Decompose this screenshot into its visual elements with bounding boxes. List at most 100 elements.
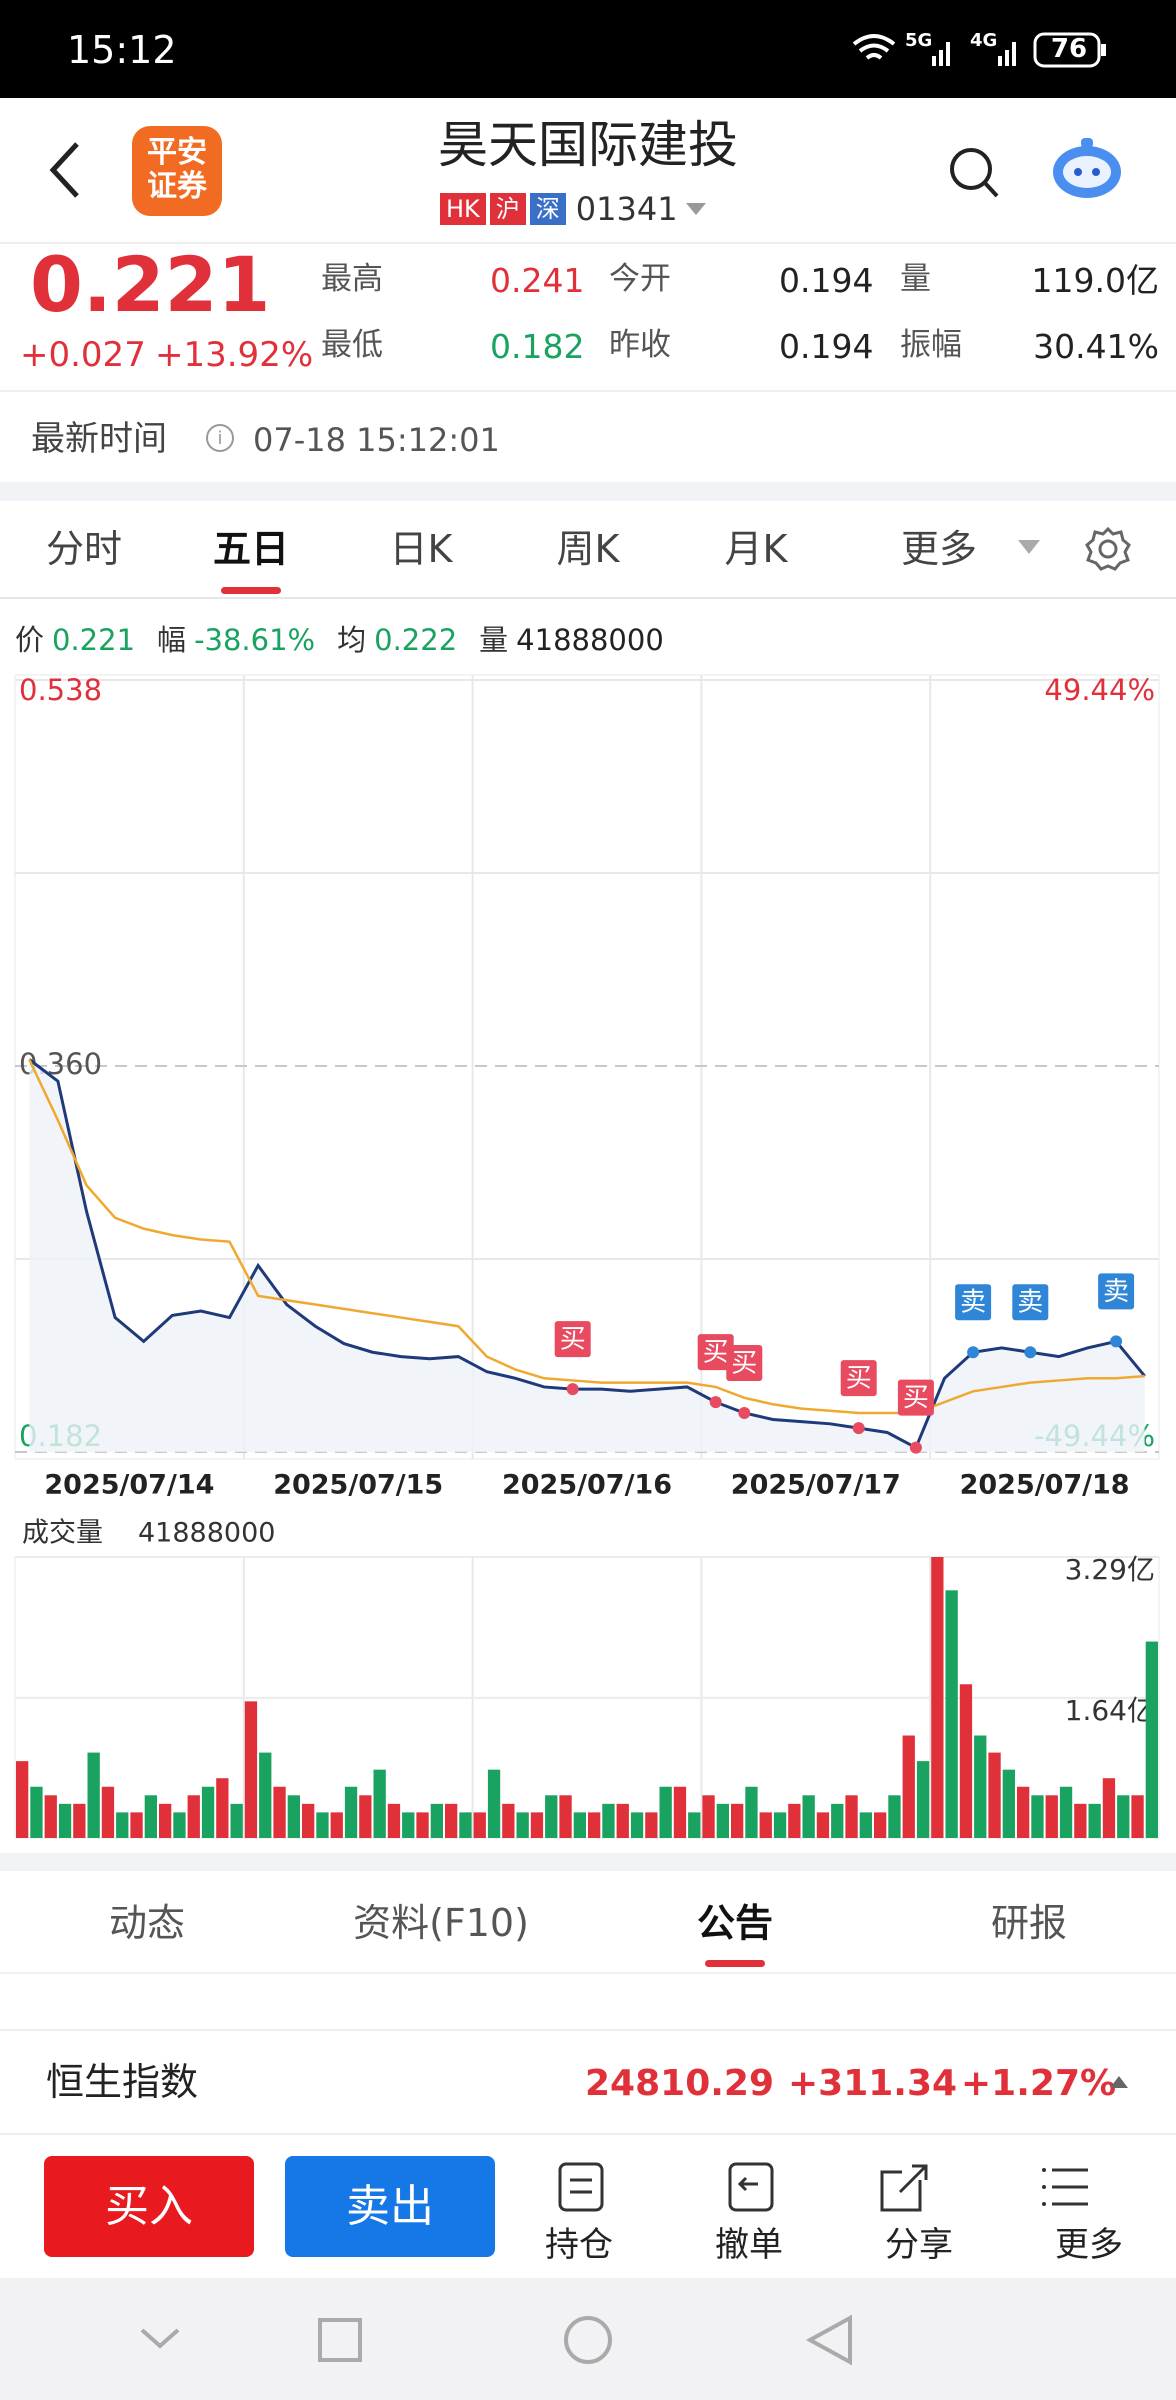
chart-tab[interactable]: 五日: [212, 527, 289, 571]
volume-bar: [1117, 1795, 1130, 1838]
clock: 15:12: [67, 28, 177, 72]
volume-bar: [731, 1803, 744, 1838]
chart-tab[interactable]: 更多: [900, 527, 977, 571]
toolbar-item[interactable]: 持仓: [545, 2225, 613, 2265]
toolbar-item[interactable]: 撤单: [715, 2225, 783, 2265]
volume-bar: [1031, 1795, 1044, 1838]
trade-label: 买: [731, 1348, 757, 1378]
back-button[interactable]: [45, 140, 85, 200]
volume-bar: [344, 1786, 358, 1838]
trade-badge: [1012, 1284, 1049, 1321]
volume-bar: [874, 1812, 887, 1838]
stat-label: 最低: [321, 327, 383, 363]
buy-button[interactable]: 买入: [44, 2156, 254, 2257]
chart-tab[interactable]: 分时: [45, 527, 122, 571]
volume-bar: [702, 1795, 715, 1838]
trade-label: 卖: [1103, 1277, 1129, 1307]
volume-bar: [144, 1795, 157, 1838]
broker-logo: [132, 126, 222, 216]
info-label: 量: [479, 622, 509, 657]
market-tag: HK: [440, 193, 486, 225]
trade-dot: [967, 1346, 980, 1359]
volume-bar: [931, 1557, 944, 1838]
stat-value: 119.0亿: [1031, 261, 1159, 300]
volume-bar: [187, 1795, 200, 1838]
network: 5G: [905, 30, 933, 51]
volume-bar: [330, 1812, 343, 1838]
content-area: [0, 1972, 1176, 2031]
chart-tab[interactable]: 月K: [724, 527, 788, 571]
index-row[interactable]: [0, 2029, 1176, 2135]
search-button[interactable]: [948, 146, 1000, 202]
price-change-pct: +13.92%: [155, 335, 314, 375]
info-value: 0.222: [374, 622, 458, 657]
stat-value: 0.182: [490, 327, 585, 366]
trade-dot: [738, 1406, 751, 1419]
volume-bar: [58, 1803, 72, 1838]
volume-bar: [859, 1812, 872, 1838]
sell-button[interactable]: 卖出: [285, 2156, 495, 2257]
settings-button[interactable]: [1085, 526, 1131, 572]
info-label: 均: [337, 622, 367, 657]
nav-bar: [0, 2278, 1176, 2400]
chart-tab[interactable]: 周K: [556, 527, 620, 571]
volume-bar: [1074, 1803, 1087, 1838]
section-tab[interactable]: 公告: [696, 1901, 773, 1945]
toolbar-icons: [558, 2162, 1088, 2212]
update-label: 最新时间: [31, 419, 167, 459]
trade-badge: [840, 1360, 877, 1397]
stat-label: 最高: [321, 261, 383, 297]
section-tab[interactable]: 资料(F10): [353, 1901, 529, 1945]
x-tick-label: 2025/07/15: [273, 1470, 443, 1501]
volume-bar: [116, 1812, 129, 1838]
volume-bar: [788, 1803, 801, 1838]
y-tick-label: 0.538: [19, 673, 102, 707]
volume-bar: [1017, 1786, 1030, 1838]
trade-dot: [1110, 1335, 1123, 1348]
x-tick-label: 2025/07/17: [731, 1470, 901, 1501]
volume-bar: [230, 1803, 243, 1838]
volume-bar: [773, 1812, 787, 1838]
trade-label: 买: [846, 1364, 872, 1394]
stat-label: 量: [900, 261, 931, 297]
assistant-button[interactable]: [1048, 134, 1126, 204]
trade-dot: [709, 1396, 722, 1409]
volume-bar: [216, 1778, 229, 1838]
chart-tab[interactable]: 日K: [389, 527, 453, 571]
volume-bar: [1045, 1795, 1058, 1838]
volume-bar: [487, 1769, 501, 1838]
market-tag: 沪: [489, 193, 526, 225]
stat-value: 30.41%: [1033, 327, 1159, 366]
section-tab[interactable]: 动态: [108, 1901, 185, 1945]
volume-bar: [902, 1735, 915, 1838]
x-tick-label: 2025/07/14: [44, 1470, 214, 1501]
volume-bar: [588, 1812, 601, 1838]
volume-bar: [173, 1812, 186, 1838]
volume-bar: [559, 1795, 572, 1838]
volume-bar: [688, 1812, 701, 1838]
volume-bar: [759, 1812, 772, 1838]
trade-label: 买: [903, 1383, 929, 1413]
trade-label: 卖: [960, 1288, 986, 1318]
price-area: [29, 1059, 1145, 1452]
nav-icons[interactable]: [0, 2278, 1176, 2400]
volume-bar: [387, 1803, 401, 1838]
y-tick-label: 3.29亿: [1065, 1553, 1155, 1586]
trade-dot: [852, 1422, 865, 1435]
volume-bar: [302, 1803, 315, 1838]
stat-label: 昨收: [609, 327, 671, 363]
volume-bar: [201, 1786, 215, 1838]
toolbar-item[interactable]: 更多: [1055, 2225, 1123, 2265]
volume-bar: [130, 1812, 143, 1838]
code-dropdown[interactable]: [682, 199, 710, 219]
volume-bar: [1131, 1795, 1144, 1838]
stat-value: 0.241: [490, 261, 585, 300]
toolbar-item[interactable]: 分享: [885, 2225, 953, 2265]
volume-bar: [1145, 1641, 1158, 1838]
info-value: 0.221: [52, 622, 136, 657]
volume-bar: [673, 1786, 687, 1838]
info-icon[interactable]: i: [204, 422, 236, 454]
section-tab[interactable]: 研报: [990, 1901, 1067, 1945]
volume-bar: [602, 1803, 615, 1838]
